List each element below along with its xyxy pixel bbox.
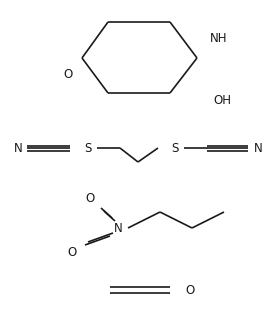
Text: S: S	[84, 141, 92, 155]
Text: NH: NH	[210, 32, 227, 44]
Text: S: S	[171, 141, 179, 155]
Text: N: N	[14, 141, 22, 155]
Text: N: N	[254, 141, 262, 155]
Text: O: O	[185, 284, 195, 296]
Text: O: O	[63, 69, 73, 81]
Text: O: O	[85, 192, 95, 204]
Text: O: O	[67, 247, 77, 259]
Text: OH: OH	[213, 94, 231, 106]
Text: N: N	[114, 222, 122, 234]
